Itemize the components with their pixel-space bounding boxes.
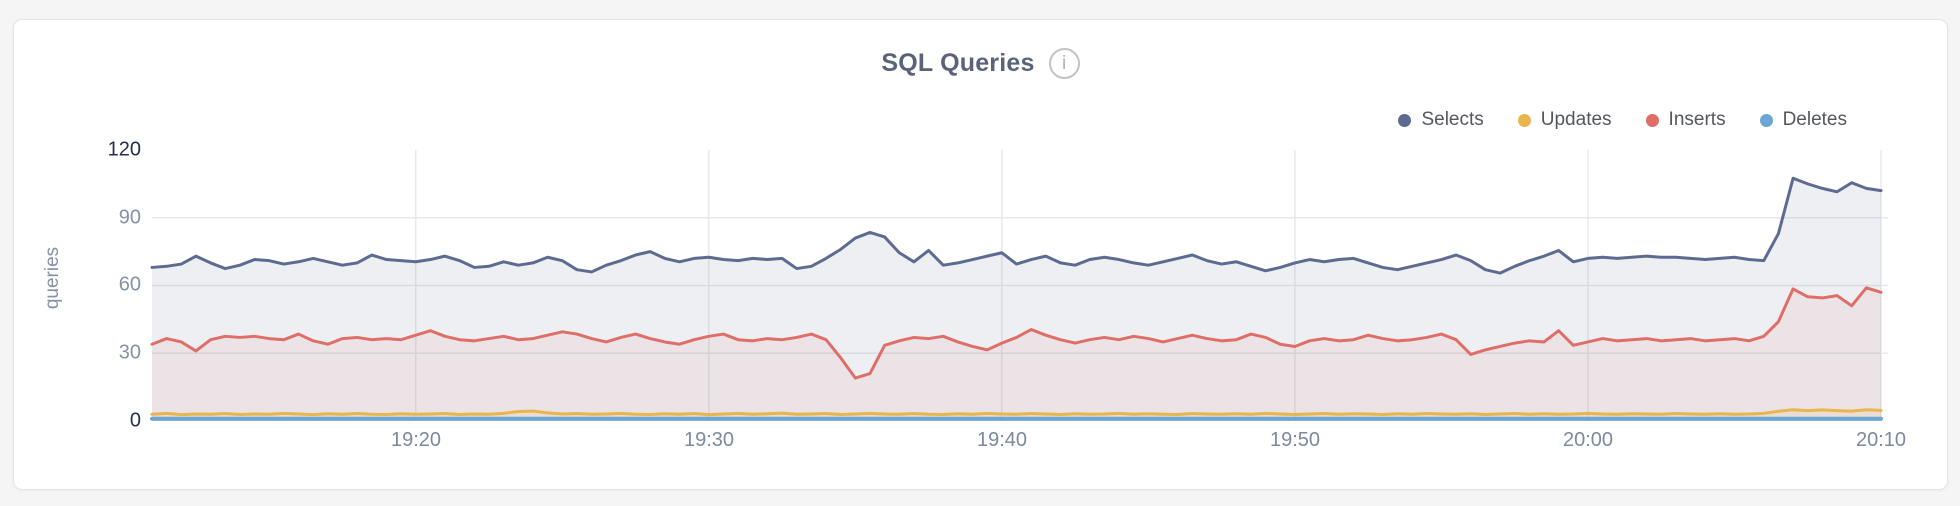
info-icon[interactable]: i — [1048, 48, 1080, 79]
y-axis-tick-90: 90 — [118, 206, 141, 229]
y-axis-tick-30: 30 — [118, 341, 141, 364]
legend-item-inserts[interactable]: Inserts — [1645, 109, 1726, 131]
x-axis-tick-1940: 19:40 — [976, 429, 1028, 451]
info-icon-glyph: i — [1061, 52, 1067, 74]
legend-label-inserts: Inserts — [1668, 109, 1726, 130]
deletes-series-dot-icon — [1759, 113, 1773, 127]
legend-item-updates[interactable]: Updates — [1517, 109, 1612, 131]
x-axis-tick-1950: 19:50 — [1269, 429, 1321, 451]
chart-header: SQL Queries i — [14, 48, 1947, 79]
legend: Selects Updates Inserts Deletes — [1398, 109, 1847, 131]
selects-series-dot-icon — [1398, 113, 1412, 127]
x-axis-tick-2000: 20:00 — [1562, 429, 1614, 451]
y-axis-tick-60: 60 — [118, 273, 141, 296]
y-axis-tick-120: 120 — [107, 138, 141, 161]
legend-label-selects: Selects — [1421, 109, 1484, 130]
chart-canvas[interactable] — [14, 20, 1948, 490]
legend-label-updates: Updates — [1540, 109, 1612, 130]
x-axis-tick-2010: 20:10 — [1855, 429, 1907, 451]
legend-label-deletes: Deletes — [1782, 109, 1847, 130]
x-axis-tick-1920: 19:20 — [390, 429, 442, 451]
y-axis-tick-0: 0 — [129, 409, 141, 432]
x-axis-tick-1930: 19:30 — [683, 429, 735, 451]
sql-queries-card: SQL Queries i Selects Updates Inserts De… — [13, 19, 1948, 490]
updates-series-dot-icon — [1517, 113, 1531, 127]
inserts-series-dot-icon — [1645, 113, 1659, 127]
chart-title: SQL Queries — [881, 49, 1035, 77]
legend-item-deletes[interactable]: Deletes — [1759, 109, 1847, 131]
legend-item-selects[interactable]: Selects — [1398, 109, 1484, 131]
